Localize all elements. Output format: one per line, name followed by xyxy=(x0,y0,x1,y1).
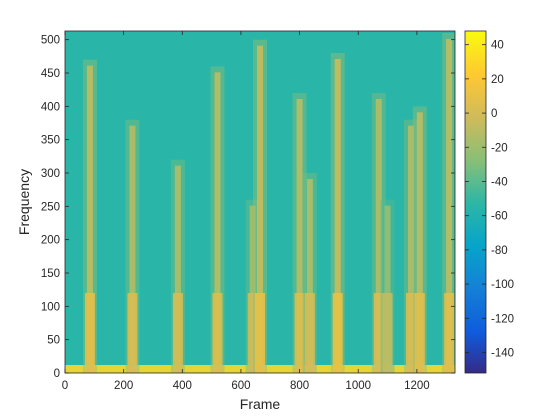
colorbar-tick-label: -60 xyxy=(491,211,508,223)
event-streak xyxy=(257,45,263,373)
plot-frame xyxy=(64,30,456,374)
y-tick-label: 400 xyxy=(41,101,60,113)
colorbar-tick-label: -140 xyxy=(491,347,514,359)
x-tick-label: 0 xyxy=(62,380,68,392)
y-axis: 0 50 100 150 200 250 300 350 400 450 500 xyxy=(41,35,455,380)
event-core xyxy=(373,293,384,373)
event-core xyxy=(84,293,95,373)
x-axis: 0 200 400 600 800 1000 1200 xyxy=(62,31,430,392)
event-streak xyxy=(296,99,303,373)
event-core xyxy=(332,293,343,373)
event-core xyxy=(382,293,393,373)
x-tick-label: 1000 xyxy=(345,380,371,392)
event-core xyxy=(212,293,223,373)
colorbar-tick-label: 40 xyxy=(491,40,504,52)
heatmap-event xyxy=(125,119,140,373)
y-tick-label: 300 xyxy=(41,168,60,180)
x-tick-label: 200 xyxy=(114,380,133,392)
colorbar-tick-label: -20 xyxy=(491,142,508,154)
y-tick-label: 200 xyxy=(41,235,60,247)
y-tick-label: 150 xyxy=(41,268,60,280)
heatmap-event xyxy=(170,159,185,373)
event-core xyxy=(304,293,315,373)
y-tick-label: 50 xyxy=(47,335,60,347)
heatmap-event xyxy=(412,106,427,373)
event-core xyxy=(247,293,258,373)
event-core xyxy=(414,293,425,373)
event-streak xyxy=(214,72,221,373)
y-tick-label: 500 xyxy=(41,35,60,47)
event-streak xyxy=(334,59,341,373)
event-streak xyxy=(174,165,181,373)
heatmap-event xyxy=(371,93,386,373)
event-core xyxy=(127,293,138,373)
colorbar-tick-label: -80 xyxy=(491,245,508,257)
heatmap-event xyxy=(82,59,97,373)
y-tick-label: 350 xyxy=(41,135,60,147)
heatmap-event xyxy=(210,66,225,373)
event-core xyxy=(255,293,265,373)
event-streak xyxy=(416,112,423,373)
x-tick-label: 400 xyxy=(173,380,192,392)
y-axis-label: Frequency xyxy=(16,169,32,235)
y-tick-label: 0 xyxy=(54,368,60,380)
x-axis-label: Frame xyxy=(240,396,281,412)
colorbar: 40 20 0 -20 -40 -60 -80 -100 -120 -140 xyxy=(464,30,514,374)
y-tick-label: 450 xyxy=(41,68,60,80)
event-streak xyxy=(306,179,313,373)
event-core xyxy=(406,293,417,373)
y-tick-label: 100 xyxy=(41,301,60,313)
event-streak xyxy=(86,65,93,373)
y-tick-label: 250 xyxy=(41,201,60,213)
event-streak xyxy=(446,39,453,373)
heatmap-event xyxy=(404,119,419,373)
heatmap-event xyxy=(302,173,317,373)
event-streak xyxy=(375,99,382,373)
event-streak xyxy=(249,205,256,373)
heatmap-event xyxy=(442,33,455,373)
colorbar-tick-label: -100 xyxy=(491,279,514,291)
heatmap-event xyxy=(292,93,307,373)
colorbar-tick-label: 20 xyxy=(491,74,504,86)
x-tick-label: 1200 xyxy=(404,380,430,392)
colorbar-tick-label: -120 xyxy=(491,313,514,325)
heatmap-event xyxy=(253,39,267,373)
x-tick-label: 800 xyxy=(290,380,309,392)
event-streak xyxy=(384,205,391,373)
colorbar-tick-label: -40 xyxy=(491,176,508,188)
colorbar-ticks: 40 20 0 -20 -40 -60 -80 -100 -120 -140 xyxy=(465,40,514,359)
event-streak xyxy=(408,125,415,373)
event-core xyxy=(444,293,455,373)
event-core xyxy=(172,293,183,373)
event-streak xyxy=(129,125,136,373)
heatmap-event xyxy=(330,53,345,373)
event-core xyxy=(294,293,305,373)
heatmap-area xyxy=(64,30,456,374)
heatmap-events xyxy=(65,33,455,373)
heatmap-event xyxy=(380,199,395,373)
x-tick-label: 600 xyxy=(231,380,250,392)
colorbar-gradient xyxy=(464,30,487,374)
colorbar-tick-label: 0 xyxy=(491,108,497,120)
